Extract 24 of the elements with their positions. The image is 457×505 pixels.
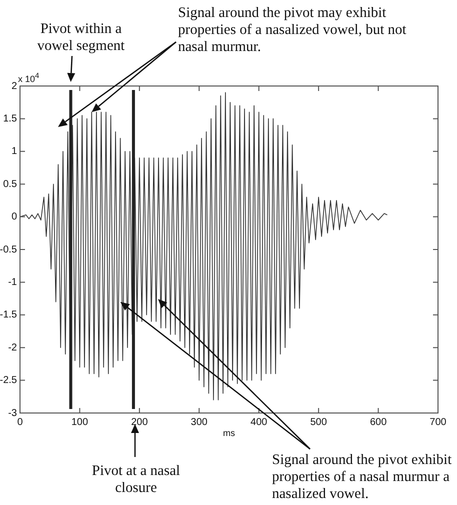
x-axis-title: ms (223, 428, 236, 438)
x-tick-label: 500 (310, 416, 328, 428)
x-tick-label: 600 (370, 416, 388, 428)
x-tick-label: 400 (250, 416, 268, 428)
annotation: Signal around the pivot exhibit properties of a nasal murmur a nasalized vowel. (272, 452, 453, 503)
x-tick-label: 200 (131, 416, 148, 428)
y-tick-label: 2 (11, 80, 18, 92)
y-tick-label: -2 (8, 342, 18, 354)
y-tick-label: -0.5 (0, 244, 18, 256)
y-tick-label: -2.5 (0, 375, 18, 386)
x-tick-label: 300 (190, 416, 208, 428)
y-tick-label: -3 (8, 408, 18, 419)
y-tick-label: 0 (11, 212, 18, 223)
annotation: Signal around the pivot may exhibit properties of a nasalized vowel, but not nasal murmur. (178, 5, 408, 56)
text: Pivot at a nasal closure (90, 463, 182, 497)
annotation: Pivot within a vowel segment (36, 21, 126, 55)
text: x 10$^{4}$ (18, 70, 40, 85)
y-tick-label: 0.5 (3, 178, 18, 190)
x-tick-label: 100 (71, 416, 88, 428)
y-tick-label: -1.5 (0, 310, 18, 321)
y-tick-label: -1 (8, 276, 18, 288)
y-tick-label: 1 (11, 146, 18, 158)
y-tick-label: 1.5 (3, 113, 18, 124)
x-tick-label: 700 (430, 416, 447, 428)
